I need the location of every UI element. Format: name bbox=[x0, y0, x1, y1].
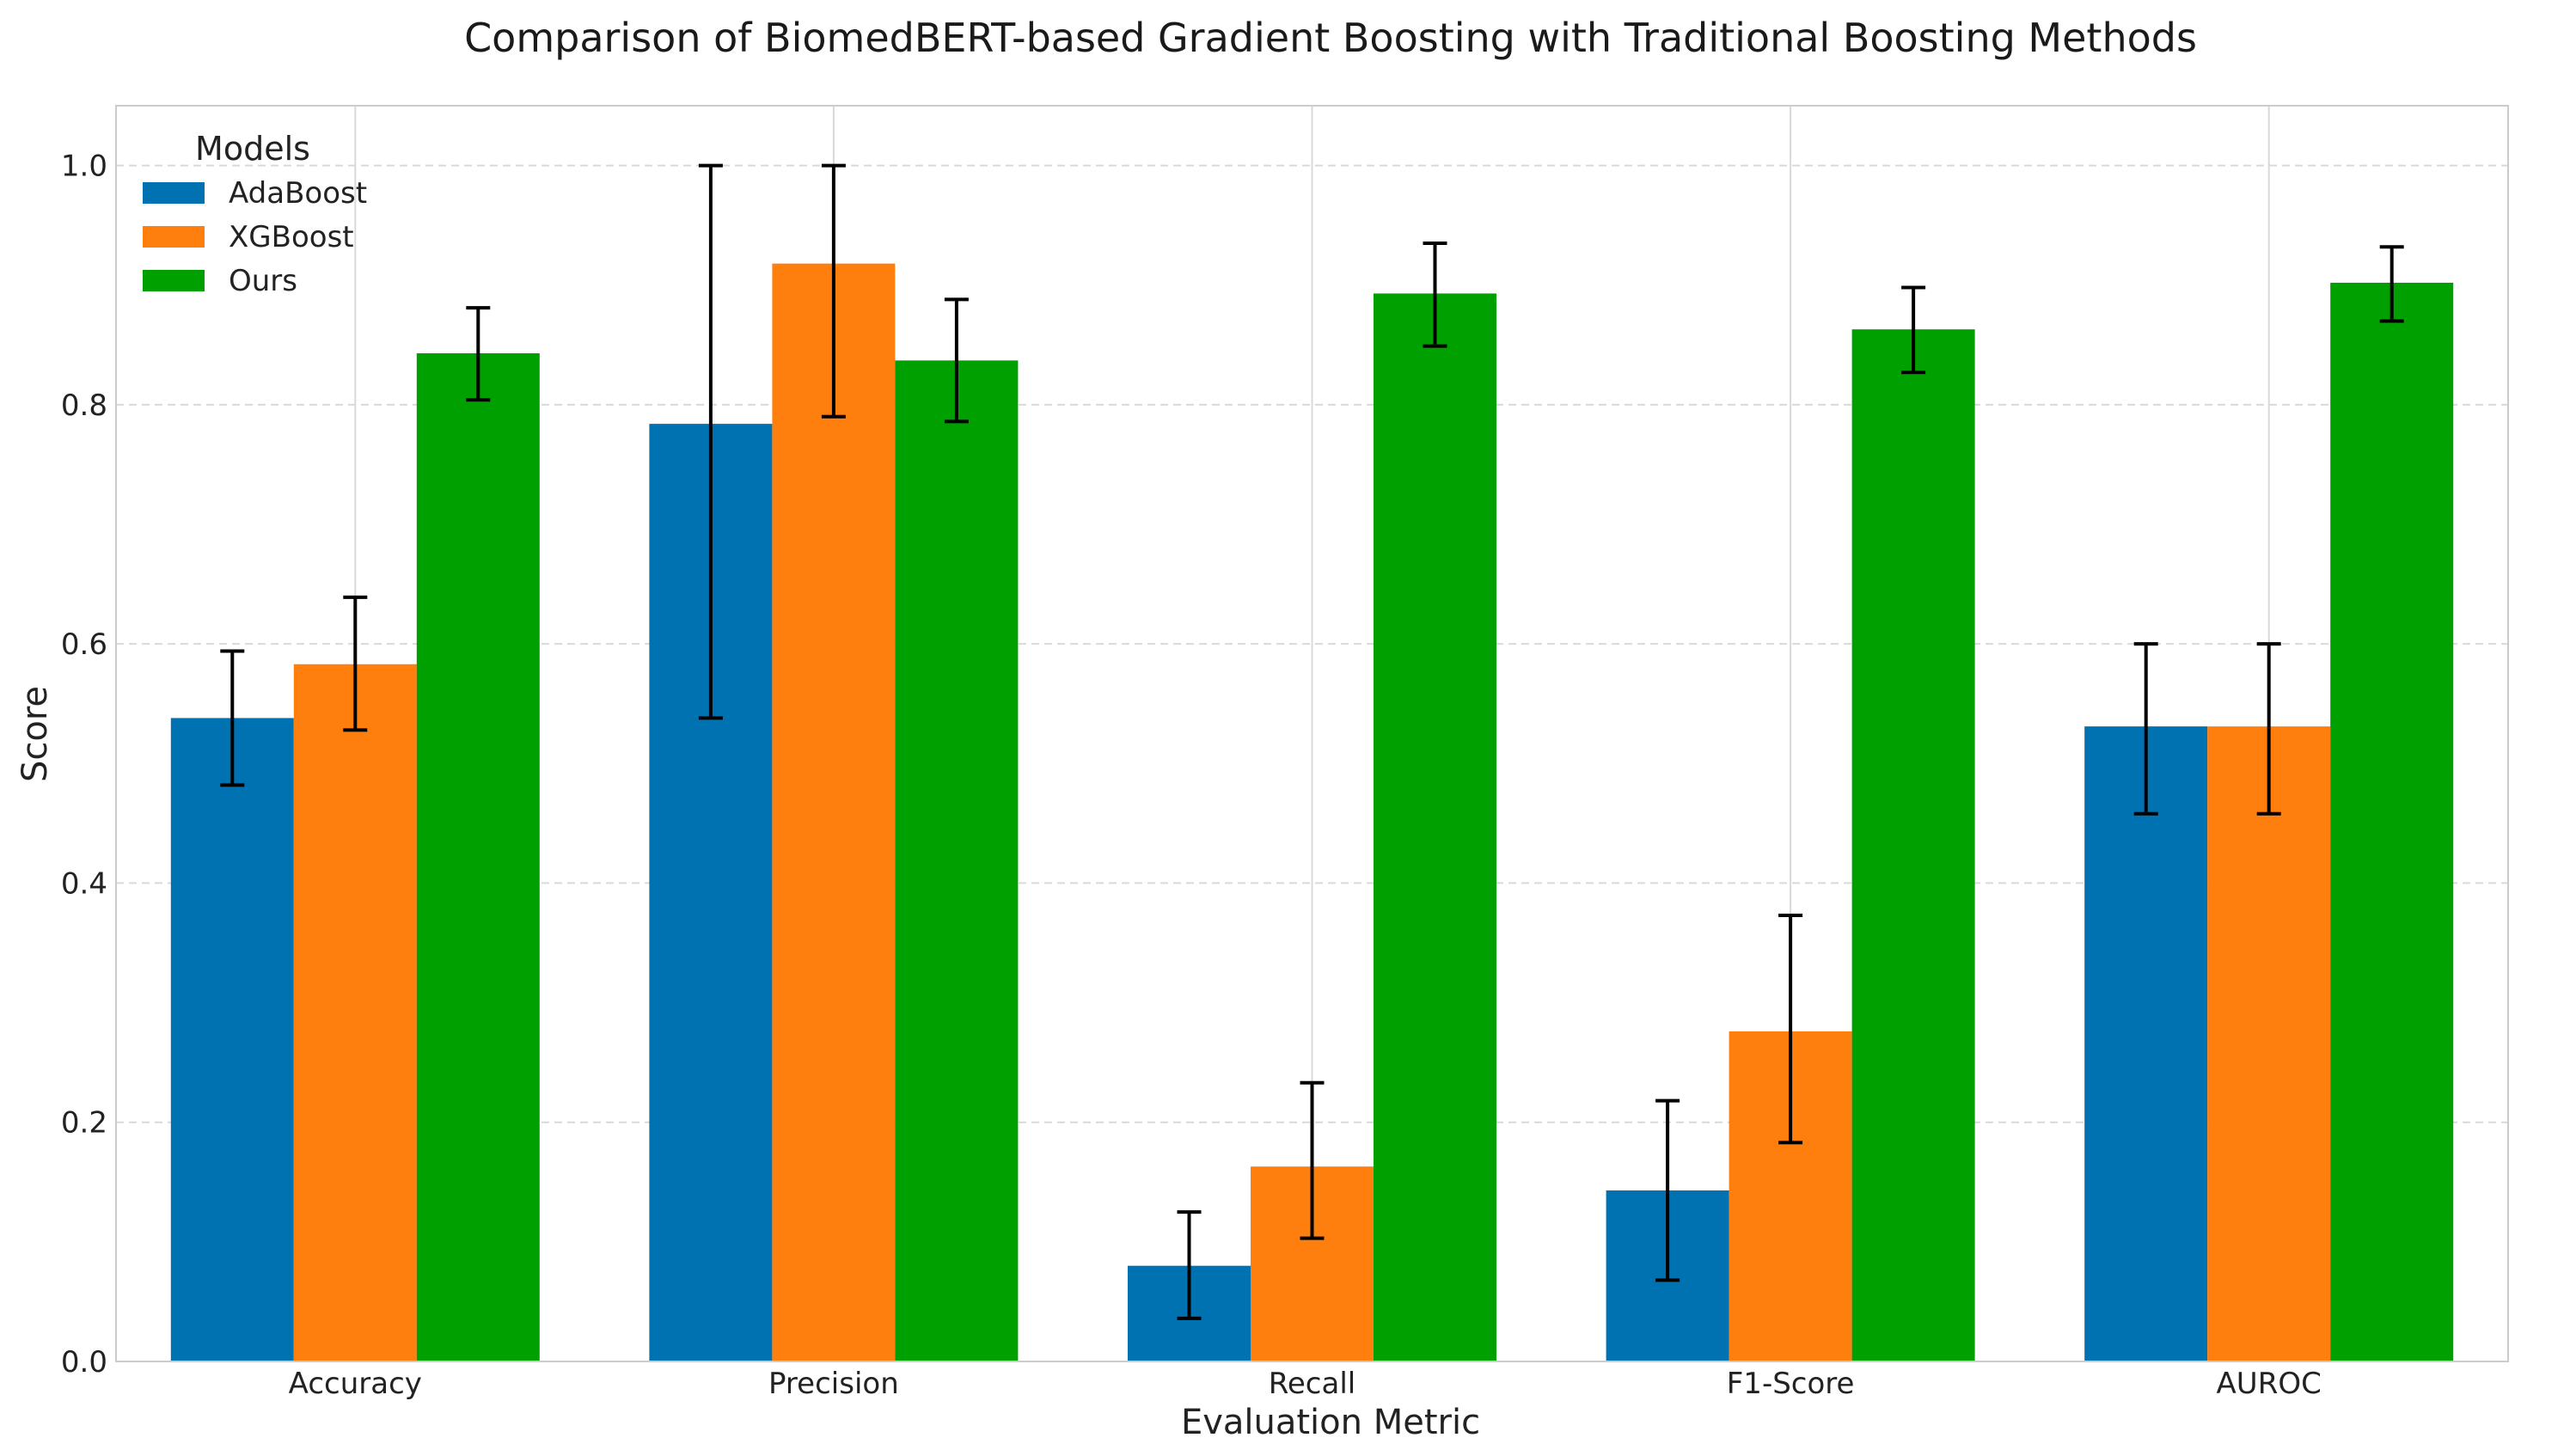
error-bar-xgboost bbox=[343, 595, 368, 732]
error-bar-ours bbox=[2379, 245, 2404, 323]
error-bar-xgboost bbox=[821, 163, 846, 419]
legend-swatch-adaboost bbox=[143, 182, 205, 204]
error-bar-adaboost bbox=[1655, 1098, 1680, 1282]
y-tick-label: 0.8 bbox=[61, 388, 107, 423]
legend-label-xgboost: XGBoost bbox=[229, 220, 354, 254]
x-tick-label: F1-Score bbox=[1727, 1367, 1855, 1401]
legend-swatch-xgboost bbox=[143, 226, 205, 248]
error-bar-ours bbox=[1901, 285, 1926, 375]
bar-ours bbox=[2330, 282, 2454, 1362]
bar-ours bbox=[1374, 293, 1496, 1361]
bar-ours bbox=[416, 353, 540, 1361]
chart-title: Comparison of BiomedBERT-based Gradient … bbox=[464, 15, 2197, 61]
x-axis-ticks: Accuracy Precision Recall F1-Score AUROC bbox=[289, 1367, 2322, 1401]
x-tick-label: Recall bbox=[1269, 1367, 1355, 1401]
bar-xgboost bbox=[772, 263, 896, 1361]
y-tick-label: 0.6 bbox=[61, 627, 107, 662]
x-tick-label: AUROC bbox=[2217, 1367, 2322, 1401]
plot-area-frame bbox=[115, 105, 2509, 1362]
bar-xgboost bbox=[293, 664, 417, 1361]
y-axis-label: Score bbox=[15, 686, 55, 782]
y-tick-label: 0.0 bbox=[61, 1345, 107, 1380]
error-bar-adaboost bbox=[220, 649, 245, 787]
error-bar-xgboost bbox=[2256, 642, 2281, 816]
bar-ours bbox=[1851, 329, 1975, 1361]
error-bar-xgboost bbox=[1778, 913, 1803, 1145]
error-bar-adaboost bbox=[2133, 642, 2158, 816]
x-axis-label: Evaluation Metric bbox=[1181, 1403, 1480, 1442]
error-bar-adaboost bbox=[1177, 1210, 1202, 1320]
legend-label-ours: Ours bbox=[229, 264, 297, 298]
x-tick-label: Precision bbox=[768, 1367, 899, 1401]
error-bar-ours bbox=[1423, 242, 1447, 348]
y-axis-ticks: 0.0 0.2 0.4 0.6 0.8 1.0 bbox=[61, 150, 107, 1380]
bar-xgboost bbox=[2207, 726, 2331, 1361]
legend-title: Models bbox=[195, 130, 310, 168]
error-bar-xgboost bbox=[1300, 1080, 1325, 1240]
error-bar-adaboost bbox=[698, 163, 723, 720]
error-bar-ours bbox=[944, 297, 969, 424]
y-tick-label: 0.2 bbox=[61, 1106, 107, 1141]
error-bar-ours bbox=[466, 306, 491, 402]
y-tick-label: 0.4 bbox=[61, 866, 107, 901]
error-bars bbox=[220, 163, 2404, 1320]
legend-label-adaboost: AdaBoost bbox=[229, 176, 367, 211]
legend: Models AdaBoost XGBoost Ours bbox=[143, 130, 367, 298]
x-tick-label: Accuracy bbox=[289, 1367, 422, 1401]
y-tick-label: 1.0 bbox=[61, 150, 107, 184]
bar-adaboost bbox=[170, 718, 294, 1361]
bar-ours bbox=[895, 360, 1019, 1362]
legend-swatch-ours bbox=[143, 270, 205, 291]
bar-adaboost bbox=[2084, 726, 2208, 1361]
